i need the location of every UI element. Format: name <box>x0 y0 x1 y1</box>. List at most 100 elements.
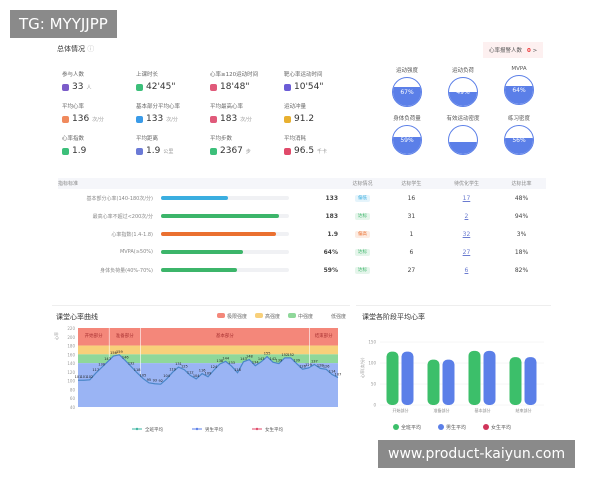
data-label: 155 <box>264 352 271 356</box>
optimize-count-link[interactable]: 17 <box>462 194 471 202</box>
legend-label[interactable]: 男生平均 <box>205 426 223 433</box>
progress-bar <box>161 268 289 272</box>
status-cell: 达标 <box>338 261 387 279</box>
data-label: 139 <box>293 359 300 363</box>
indicator-value: 64% <box>323 248 338 256</box>
optimize-count-link[interactable]: 27 <box>462 248 471 256</box>
data-label: 142 <box>270 357 277 361</box>
optimize-count-link[interactable]: 6 <box>464 266 469 274</box>
stat-value-row: 1.9 <box>62 146 172 156</box>
heart-icon <box>62 115 69 123</box>
data-label: 131 <box>175 362 182 366</box>
gauge-label: MVPA <box>511 66 527 72</box>
indicator-label: 身体负荷量(40%-70%) <box>100 267 153 274</box>
optimize-count-link[interactable]: 2 <box>464 212 469 220</box>
zone-legend-item[interactable]: 低强度 <box>321 313 346 320</box>
data-label: 107 <box>335 373 342 377</box>
progress-bar <box>161 214 289 218</box>
data-label: 143 <box>258 357 265 361</box>
y-axis-label: 心率 <box>53 332 59 340</box>
ok-count: 6 <box>409 248 414 256</box>
status-cell: 达标 <box>338 207 387 225</box>
question-circle-icon[interactable]: ⓘ <box>87 45 95 53</box>
stat-value-row: 2367 步 <box>210 146 320 156</box>
y-tick: 120 <box>67 370 75 375</box>
stat-label: 心率≥120运动时间 <box>210 72 259 78</box>
table-header: 待优化学生 <box>435 178 498 189</box>
data-label: 118 <box>134 368 141 372</box>
optimize-count-link[interactable]: 32 <box>462 230 471 238</box>
indicator-value: 1.9 <box>327 230 338 238</box>
gauge-percent: 44% <box>456 136 470 144</box>
stat-item: 基本部分平均心率 133 次/分 <box>136 102 246 124</box>
bar <box>524 357 537 405</box>
progress-cell <box>153 189 293 207</box>
timer-icon <box>210 83 217 91</box>
stat-value-row: 33 人 <box>62 82 172 92</box>
bar <box>468 350 481 405</box>
stat-item: 心率≥120运动时间 18'48" <box>210 70 320 92</box>
stat-value-row: 91.2 <box>284 114 394 124</box>
stat-label: 平均最高心率 <box>210 104 244 110</box>
zone-legend-label: 高强度 <box>264 314 280 320</box>
stat-value: 133 <box>146 114 164 124</box>
legend-label[interactable]: 女生平均 <box>265 426 283 433</box>
stat-value-row: 10'54" <box>284 82 394 92</box>
progress-cell <box>153 261 293 279</box>
legend-label[interactable]: 女生平均 <box>491 424 511 431</box>
people-icon <box>62 83 69 91</box>
gauge-circle: 56% <box>504 125 534 155</box>
progress-bar <box>161 232 289 236</box>
location-icon <box>284 83 291 91</box>
gauge-label: 运动强度 <box>395 68 418 74</box>
zone-legend-item[interactable]: 高强度 <box>254 313 280 320</box>
zone-band <box>78 354 338 364</box>
gauge-percent: 49% <box>456 88 470 96</box>
stat-item: 心率指数 1.9 <box>62 134 172 156</box>
table-header: 达标比率 <box>497 178 546 189</box>
progress-cell <box>153 225 293 243</box>
y-tick: 50 <box>371 382 377 387</box>
bar <box>442 359 455 405</box>
indicator-label: MVPA(≥50%) <box>119 249 153 255</box>
progress-bar <box>161 196 289 200</box>
heart-icon <box>210 115 217 123</box>
data-label: 129 <box>305 363 312 367</box>
legend-label[interactable]: 全班平均 <box>145 426 163 433</box>
stat-item: 平均消耗 96.5 千卡 <box>284 134 394 156</box>
data-label: 132 <box>128 362 135 366</box>
legend-label[interactable]: 全班平均 <box>401 424 421 431</box>
stat-label: 心率指数 <box>62 136 85 142</box>
data-label: 105 <box>140 373 147 377</box>
gauge-circle: 59% <box>392 125 422 155</box>
data-label: 143 <box>104 357 111 361</box>
gauge-label: 身体负荷量 <box>393 116 421 122</box>
data-label: 159 <box>116 350 123 354</box>
table-header: 达标学生 <box>386 178 436 189</box>
stat-value-row: 183 次/分 <box>210 114 320 124</box>
gauge-0: 运动强度 67% <box>372 66 442 107</box>
gauge-circle: 67% <box>392 77 422 107</box>
legend-label[interactable]: 男生平均 <box>446 424 466 431</box>
y-tick: 180 <box>67 344 75 349</box>
stat-value-row: 18'48" <box>210 82 320 92</box>
class-avg-line <box>78 354 339 385</box>
progress-cell <box>153 243 293 261</box>
stat-unit: 千卡 <box>317 148 328 155</box>
rate: 82% <box>514 266 529 274</box>
zone-band <box>78 328 338 346</box>
zone-legend-item[interactable]: 极限强度 <box>216 313 247 320</box>
table-row: 基本部分心率(140-180次/分) 133 偏低 16 17 48% <box>58 189 546 207</box>
data-label: 138 <box>216 359 223 363</box>
status-badge: 达标 <box>354 213 370 220</box>
alarm-button[interactable]: 心率报警人数 0 > <box>483 42 544 58</box>
phase-label: 开始部分 <box>85 332 103 339</box>
data-label: 101 <box>75 375 82 379</box>
indicator-label: 心率指数(1.4-1.8) <box>111 231 153 238</box>
legend-dot <box>438 424 444 430</box>
status-badge: 达标 <box>354 267 370 274</box>
indicator-value: 183 <box>325 212 338 220</box>
data-label: 137 <box>311 359 318 363</box>
zone-legend-item[interactable]: 中强度 <box>287 313 313 320</box>
